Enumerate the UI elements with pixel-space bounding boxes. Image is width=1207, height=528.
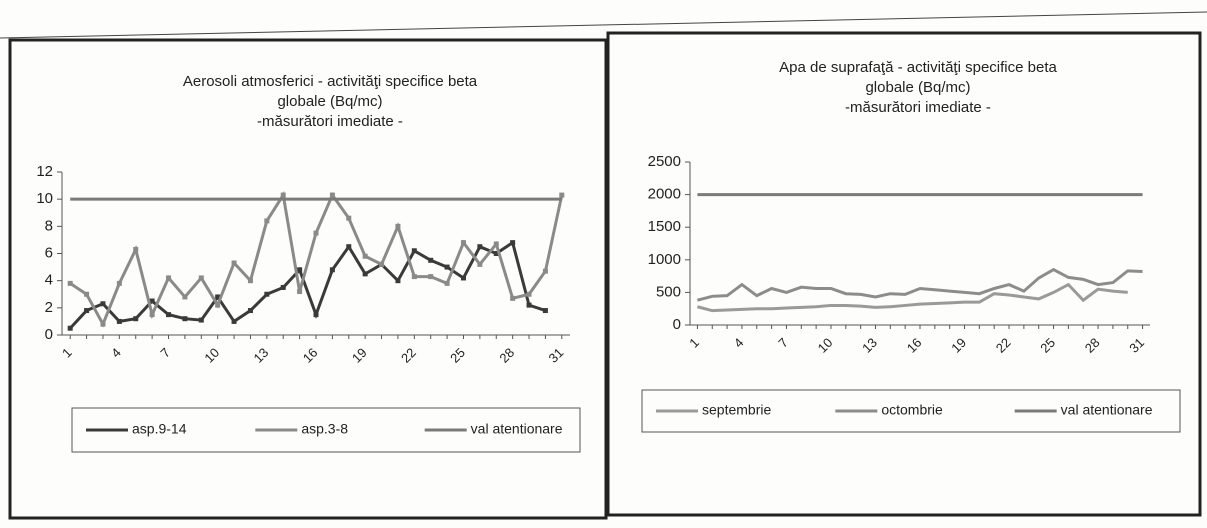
y-tick-label: 0 xyxy=(673,316,681,333)
legend-label: septembrie xyxy=(702,402,771,418)
point xyxy=(182,294,188,300)
point xyxy=(510,240,516,246)
series-line xyxy=(697,282,1128,313)
legend-label: asp.9-14 xyxy=(132,421,187,437)
point xyxy=(264,291,270,297)
legend-label: octombrie xyxy=(881,402,943,418)
point xyxy=(510,295,516,301)
right-panel xyxy=(606,31,1202,517)
y-tick-label: 1000 xyxy=(648,251,681,268)
scan-edge xyxy=(0,11,1207,39)
point xyxy=(395,278,401,284)
point xyxy=(100,321,106,327)
y-tick-label: 8 xyxy=(45,217,53,234)
point xyxy=(166,275,172,281)
point xyxy=(280,284,286,290)
point xyxy=(477,261,483,267)
point xyxy=(444,280,450,286)
point xyxy=(84,291,90,297)
chart-title: -măsurători imediate - xyxy=(257,113,403,130)
legend-box xyxy=(641,389,1181,433)
point xyxy=(280,192,286,198)
point xyxy=(215,294,221,300)
point xyxy=(149,312,155,318)
y-tick-label: 4 xyxy=(45,272,53,289)
point xyxy=(297,289,303,295)
point xyxy=(526,291,532,297)
chart-title: Aerosoli atmosferici - activităţi specif… xyxy=(183,73,478,90)
point xyxy=(362,253,368,259)
point xyxy=(362,271,368,277)
y-tick-label: 2000 xyxy=(648,186,681,203)
point xyxy=(460,240,466,246)
y-tick-label: 2 xyxy=(45,299,53,316)
chart-title: globale (Bq/mc) xyxy=(277,93,382,110)
point xyxy=(379,261,385,267)
point xyxy=(493,241,499,247)
y-tick-label: 500 xyxy=(656,283,681,300)
y-tick-label: 10 xyxy=(36,190,53,207)
point xyxy=(231,318,237,324)
point xyxy=(297,267,303,273)
point xyxy=(346,215,352,221)
point xyxy=(542,268,548,274)
point xyxy=(67,280,73,286)
point xyxy=(313,312,319,318)
legend-box xyxy=(71,407,581,453)
legend-label: asp.3-8 xyxy=(301,421,348,437)
point xyxy=(428,257,434,263)
point xyxy=(198,275,204,281)
point xyxy=(411,248,417,254)
point xyxy=(133,246,139,252)
point xyxy=(231,260,237,266)
point xyxy=(526,302,532,308)
point xyxy=(149,298,155,304)
point xyxy=(313,230,319,236)
left-panel xyxy=(8,38,608,520)
chart-title: Apa de suprafaţă - activităţi specifice … xyxy=(779,59,1057,76)
point xyxy=(67,325,73,331)
series-line xyxy=(697,267,1143,302)
point xyxy=(247,308,253,314)
y-tick-label: 0 xyxy=(45,326,53,343)
point xyxy=(477,244,483,250)
point xyxy=(215,302,221,308)
point xyxy=(264,218,270,224)
chart-title: -măsurători imediate - xyxy=(845,99,991,116)
point xyxy=(411,274,417,280)
y-tick-label: 12 xyxy=(36,163,53,180)
point xyxy=(133,316,139,322)
point xyxy=(395,223,401,229)
chart-title: globale (Bq/mc) xyxy=(865,79,970,96)
point xyxy=(100,301,106,307)
point xyxy=(329,192,335,198)
point xyxy=(198,317,204,323)
point xyxy=(542,308,548,314)
y-tick-label: 2500 xyxy=(648,153,681,170)
point xyxy=(460,275,466,281)
point xyxy=(116,280,122,286)
point xyxy=(559,192,565,198)
point xyxy=(182,316,188,322)
point xyxy=(116,318,122,324)
y-tick-label: 1500 xyxy=(648,218,681,235)
point xyxy=(329,267,335,273)
point xyxy=(247,278,253,284)
point xyxy=(428,274,434,280)
point xyxy=(444,264,450,270)
point xyxy=(493,251,499,256)
point xyxy=(166,312,172,318)
legend-label: val atentionare xyxy=(471,421,563,437)
point xyxy=(84,308,90,314)
point xyxy=(346,244,352,250)
y-tick-label: 6 xyxy=(45,244,53,261)
legend-label: val atentionare xyxy=(1061,402,1153,418)
